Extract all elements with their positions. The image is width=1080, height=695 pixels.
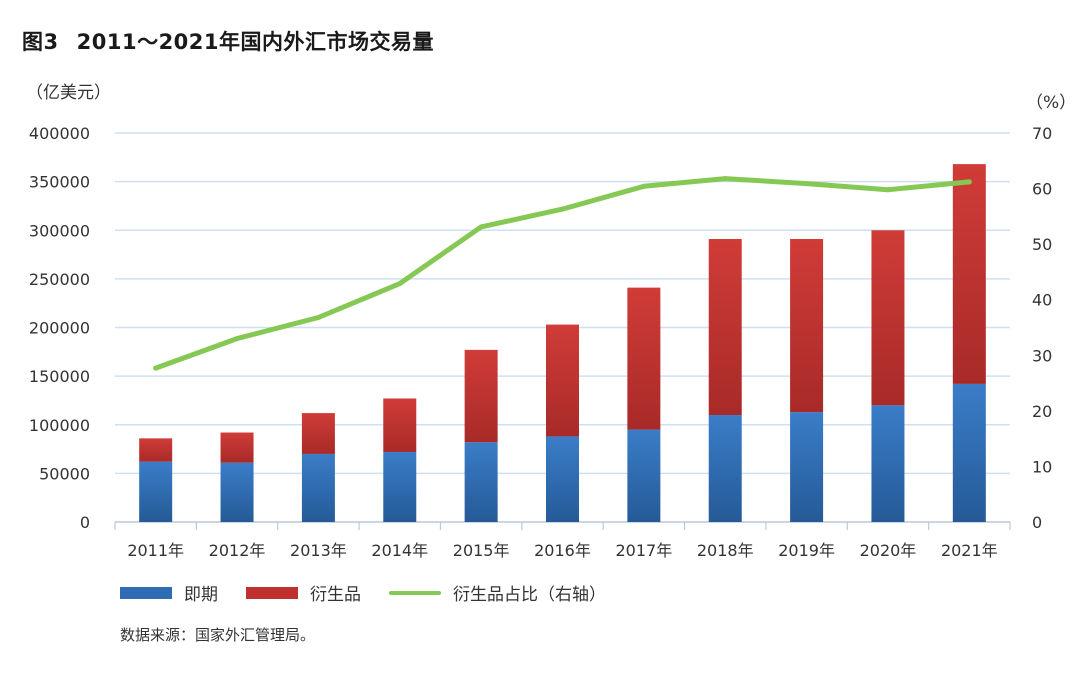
line-share-point xyxy=(478,224,484,230)
y-left-tick-label: 0 xyxy=(80,513,90,532)
legend: 即期 衍生品 衍生品占比（右轴） xyxy=(120,580,634,605)
line-share-point xyxy=(234,336,240,342)
x-tick-label: 2015年 xyxy=(453,541,510,560)
legend-label-share: 衍生品占比（右轴） xyxy=(453,585,606,605)
bar-spot xyxy=(220,462,254,522)
bar-derivatives xyxy=(139,438,173,462)
bar-derivatives xyxy=(383,398,417,452)
line-share-point xyxy=(804,181,810,187)
line-share-point xyxy=(722,176,728,182)
legend-item-share: 衍生品占比（右轴） xyxy=(389,580,606,605)
legend-label-derivatives: 衍生品 xyxy=(310,585,361,605)
bar-derivatives xyxy=(546,324,579,437)
y-right-tick-label: 50 xyxy=(1032,235,1052,254)
bar-derivatives xyxy=(952,164,986,384)
y-left-tick-label: 150000 xyxy=(29,367,90,386)
legend-item-derivatives: 衍生品 xyxy=(246,580,361,605)
legend-swatch-share xyxy=(389,590,441,595)
x-tick-label: 2017年 xyxy=(615,541,672,560)
x-tick-label: 2012年 xyxy=(209,541,266,560)
bar-spot xyxy=(464,442,498,522)
y-right-tick-label: 40 xyxy=(1032,291,1052,310)
bar-spot xyxy=(383,451,417,522)
bar-derivatives xyxy=(464,349,498,443)
bar-derivatives xyxy=(627,287,661,430)
legend-swatch-spot xyxy=(120,586,172,599)
bar-spot xyxy=(301,453,335,522)
y-right-tick-label: 0 xyxy=(1032,513,1042,532)
legend-item-spot: 即期 xyxy=(120,580,218,605)
bar-spot xyxy=(952,383,986,522)
legend-swatch-derivatives xyxy=(246,586,298,599)
y-right-tick-label: 10 xyxy=(1032,457,1052,476)
line-share-point xyxy=(397,281,403,287)
x-tick-label: 2011年 xyxy=(127,541,184,560)
y-right-tick-label: 70 xyxy=(1032,124,1052,143)
bar-spot xyxy=(139,461,173,522)
line-share-point xyxy=(885,187,891,193)
y-left-tick-label: 400000 xyxy=(29,124,90,143)
bar-derivatives xyxy=(708,239,742,416)
figure-title-text: 2011～2021年国内外汇市场交易量 xyxy=(76,30,435,54)
line-share-point xyxy=(315,314,321,320)
line-share-point xyxy=(966,179,972,185)
x-tick-label: 2020年 xyxy=(860,541,917,560)
right-axis-unit: （%） xyxy=(1026,93,1077,113)
y-left-tick-label: 300000 xyxy=(29,221,90,240)
bar-derivatives xyxy=(871,230,905,406)
line-share-point xyxy=(641,183,647,189)
bar-spot xyxy=(546,436,579,522)
legend-label-spot: 即期 xyxy=(184,585,218,605)
y-left-tick-label: 100000 xyxy=(29,416,90,435)
figure-number: 图3 xyxy=(22,30,59,54)
x-tick-label: 2021年 xyxy=(941,541,998,560)
y-left-tick-label: 250000 xyxy=(29,270,90,289)
y-right-tick-label: 30 xyxy=(1032,346,1052,365)
bar-spot xyxy=(790,412,824,522)
y-left-tick-label: 50000 xyxy=(39,464,90,483)
bar-spot xyxy=(871,405,905,522)
x-tick-label: 2013年 xyxy=(290,541,347,560)
y-right-tick-label: 20 xyxy=(1032,402,1052,421)
bar-derivatives xyxy=(790,239,824,413)
figure-title: 图3 2011～2021年国内外汇市场交易量 xyxy=(22,26,434,56)
line-share-point xyxy=(153,365,159,371)
bar-derivatives xyxy=(220,432,254,463)
y-right-tick-label: 60 xyxy=(1032,180,1052,199)
line-share-point xyxy=(560,206,565,212)
y-left-tick-label: 350000 xyxy=(29,173,90,192)
bar-spot xyxy=(708,415,742,522)
x-tick-label: 2016年 xyxy=(534,541,591,560)
bar-derivatives xyxy=(301,413,335,454)
x-tick-label: 2019年 xyxy=(778,541,835,560)
y-left-tick-label: 200000 xyxy=(29,319,90,338)
left-axis-unit: （亿美元） xyxy=(26,83,111,103)
x-tick-label: 2014年 xyxy=(371,541,428,560)
x-tick-label: 2018年 xyxy=(697,541,754,560)
bar-spot xyxy=(627,429,661,522)
data-source-note: 数据来源：国家外汇管理局。 xyxy=(120,626,316,644)
